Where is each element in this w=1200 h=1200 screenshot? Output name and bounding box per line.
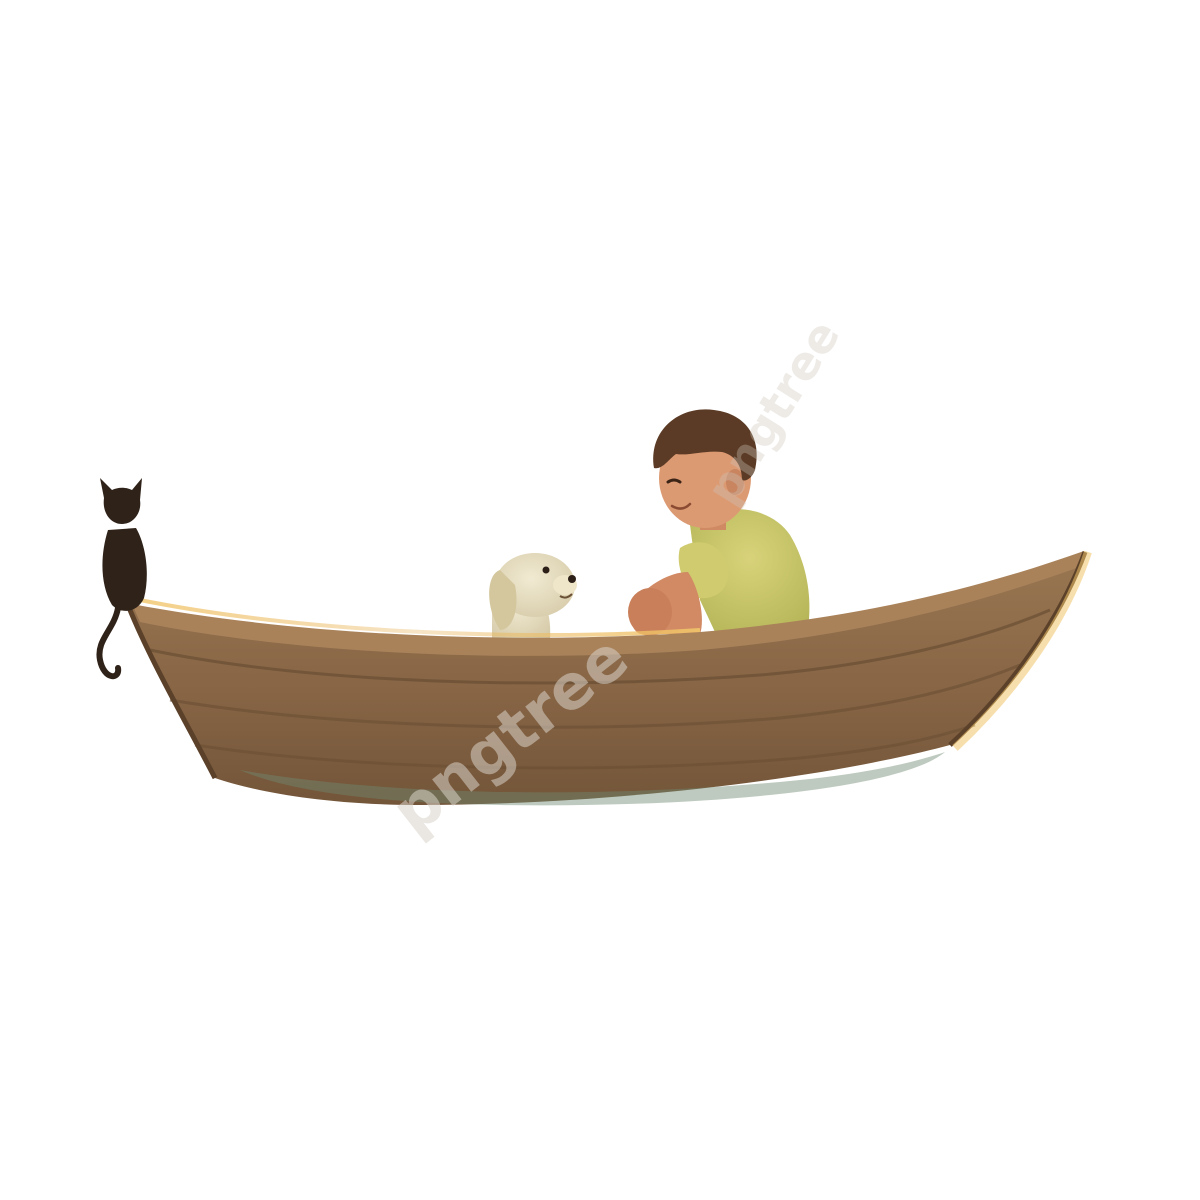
wooden-boat [125, 550, 1092, 806]
boy-smile [670, 502, 692, 510]
boy-knee [628, 588, 672, 636]
boat-bottom-wash [240, 752, 945, 806]
dog-mouth [559, 593, 573, 599]
cat-tail [96, 605, 122, 680]
boy-ear [726, 469, 744, 495]
cat [96, 478, 147, 680]
boat-hull [128, 552, 1085, 805]
boat-plank-line [169, 663, 1021, 729]
boat-plank-line [194, 723, 976, 770]
boy [628, 409, 810, 636]
dog [489, 553, 577, 640]
boat-stern-edge [125, 604, 218, 780]
cat-head [100, 478, 142, 524]
boy-shirt [690, 508, 810, 632]
boat-rim-glow [139, 598, 701, 637]
dog-ear [489, 570, 517, 630]
boat-rim [132, 551, 1084, 656]
boy-eye [666, 478, 682, 484]
boy-hair [653, 409, 757, 481]
dog-nose [568, 575, 576, 583]
dog-eye [542, 566, 550, 574]
boat-plank-line [149, 608, 1051, 685]
cat-body [102, 528, 147, 611]
boat-glow [952, 550, 1092, 751]
